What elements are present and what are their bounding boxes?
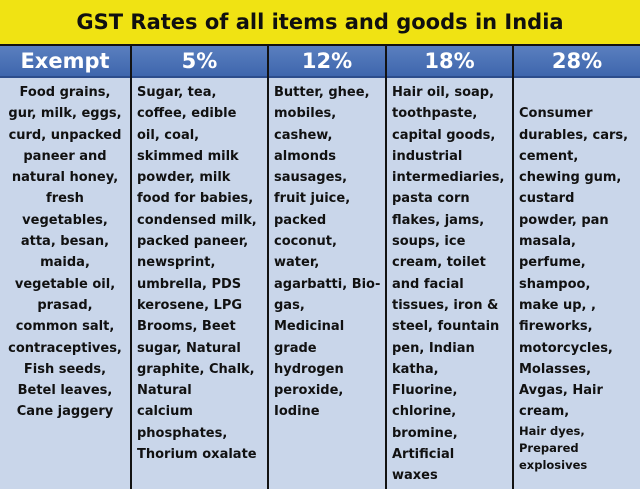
- column-5-percent: 5% Sugar, tea, coffee, edible oil, coal,…: [132, 46, 267, 489]
- column-items: Hair oil, soap, toothpaste, capital good…: [392, 85, 505, 484]
- column-items: Consumer durables, cars, cement, chewing…: [519, 106, 629, 420]
- column-items: Sugar, tea, coffee, edible oil, coal, sk…: [137, 85, 257, 463]
- column-12-percent: 12% Butter, ghee, mobiles, cashew, almon…: [269, 46, 385, 489]
- column-header: 28%: [514, 46, 640, 78]
- column-28-percent: 28% Consumer durables, cars, cement, che…: [514, 46, 640, 489]
- column-items-small: Hair dyes, Prepared explosives: [519, 423, 588, 472]
- column-header: 12%: [269, 46, 385, 78]
- column-items: Food grains, gur, milk, eggs, curd, unpa…: [8, 85, 122, 420]
- title-banner: GST Rates of all items and goods in Indi…: [0, 0, 640, 44]
- column-exempt: Exempt Food grains, gur, milk, eggs, cur…: [0, 46, 130, 489]
- column-items: Butter, ghee, mobiles, cashew, almonds s…: [274, 85, 381, 420]
- page-title: GST Rates of all items and goods in Indi…: [76, 10, 564, 34]
- column-items-wrapper: Consumer durables, cars, cement, chewing…: [514, 78, 640, 489]
- column-18-percent: 18% Hair oil, soap, toothpaste, capital …: [387, 46, 512, 489]
- column-header: Exempt: [0, 46, 130, 78]
- column-header: 5%: [132, 46, 267, 78]
- column-header: 18%: [387, 46, 512, 78]
